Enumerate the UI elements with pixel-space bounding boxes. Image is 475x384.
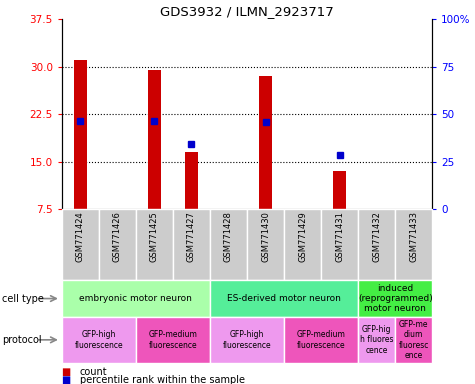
- Title: GDS3932 / ILMN_2923717: GDS3932 / ILMN_2923717: [160, 5, 334, 18]
- Text: GSM771433: GSM771433: [409, 212, 418, 262]
- Text: GSM771431: GSM771431: [335, 212, 344, 262]
- Text: GFP-high
fluorescence: GFP-high fluorescence: [75, 330, 123, 349]
- Bar: [62, 280, 210, 317]
- Bar: [62, 209, 99, 280]
- Bar: [62, 317, 136, 363]
- Text: GFP-medium
fluorescence: GFP-medium fluorescence: [149, 330, 197, 349]
- Bar: [358, 209, 395, 280]
- Bar: [395, 317, 432, 363]
- Bar: [210, 280, 358, 317]
- Text: GSM771424: GSM771424: [76, 212, 85, 262]
- Text: ES-derived motor neuron: ES-derived motor neuron: [227, 294, 341, 303]
- Bar: [136, 209, 173, 280]
- Text: cell type: cell type: [2, 293, 44, 304]
- Bar: [358, 280, 432, 317]
- Text: GSM771425: GSM771425: [150, 212, 159, 262]
- Text: GSM771426: GSM771426: [113, 212, 122, 262]
- Bar: [284, 317, 358, 363]
- Text: percentile rank within the sample: percentile rank within the sample: [80, 375, 245, 384]
- Text: GSM771430: GSM771430: [261, 212, 270, 262]
- Text: ■: ■: [62, 367, 74, 377]
- Text: GSM771432: GSM771432: [372, 212, 381, 262]
- Bar: [247, 209, 284, 280]
- Bar: [284, 209, 321, 280]
- Text: GSM771429: GSM771429: [298, 212, 307, 262]
- Bar: [148, 70, 161, 209]
- Bar: [358, 317, 395, 363]
- Text: embryonic motor neuron: embryonic motor neuron: [79, 294, 192, 303]
- Bar: [395, 209, 432, 280]
- Text: GFP-medium
fluorescence: GFP-medium fluorescence: [297, 330, 345, 349]
- Bar: [210, 209, 247, 280]
- Text: GFP-hig
h fluores
cence: GFP-hig h fluores cence: [360, 325, 393, 355]
- Text: induced
(reprogrammed)
motor neuron: induced (reprogrammed) motor neuron: [358, 284, 433, 313]
- Text: GSM771427: GSM771427: [187, 212, 196, 262]
- Bar: [185, 152, 198, 209]
- Bar: [74, 60, 87, 209]
- Text: GSM771428: GSM771428: [224, 212, 233, 262]
- Text: GFP-high
fluorescence: GFP-high fluorescence: [223, 330, 271, 349]
- Bar: [136, 317, 210, 363]
- Bar: [99, 209, 136, 280]
- Bar: [173, 209, 210, 280]
- Bar: [333, 171, 346, 209]
- Bar: [210, 317, 284, 363]
- Text: protocol: protocol: [2, 335, 42, 345]
- Text: count: count: [80, 367, 107, 377]
- Bar: [321, 209, 358, 280]
- Text: ■: ■: [62, 375, 74, 384]
- Bar: [259, 76, 272, 209]
- Text: GFP-me
dium
fluoresc
ence: GFP-me dium fluoresc ence: [399, 320, 429, 360]
